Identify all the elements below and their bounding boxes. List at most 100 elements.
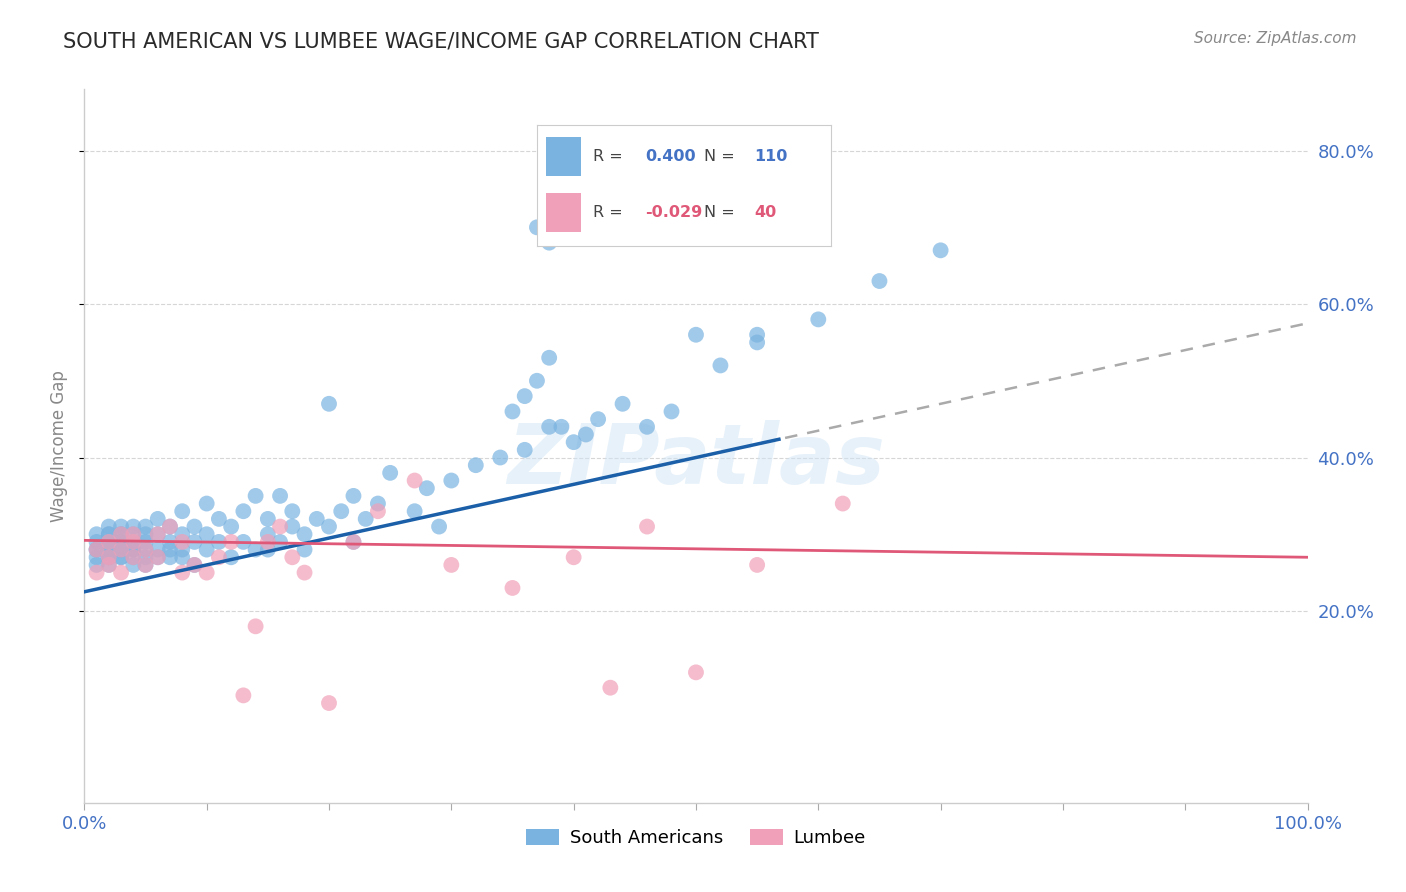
Point [281, 550, 304, 565]
Point [86, 542, 108, 557]
Point [661, 404, 683, 418]
Point [172, 535, 194, 549]
Point [562, 550, 585, 565]
Point [110, 535, 132, 549]
Point [747, 327, 769, 342]
Point [380, 466, 402, 480]
Point [183, 519, 205, 533]
Point [489, 450, 512, 465]
Point [110, 527, 132, 541]
Point [538, 235, 561, 250]
Point [612, 397, 634, 411]
Point [318, 696, 340, 710]
Point [86, 558, 108, 572]
Point [195, 527, 218, 541]
Point [183, 558, 205, 572]
Point [135, 542, 157, 557]
Point [502, 404, 524, 418]
Point [257, 527, 280, 541]
Point [208, 512, 231, 526]
Point [807, 312, 830, 326]
Point [135, 550, 157, 565]
Point [599, 681, 621, 695]
Point [562, 212, 585, 227]
Point [135, 535, 157, 549]
Point [110, 566, 132, 580]
Point [86, 542, 108, 557]
Point [208, 535, 231, 549]
Point [685, 327, 707, 342]
Point [110, 527, 132, 541]
Point [110, 542, 132, 557]
Point [342, 535, 364, 549]
Point [257, 512, 280, 526]
Point [294, 566, 316, 580]
Point [97, 535, 120, 549]
Point [97, 519, 120, 533]
Text: ZIPatlas: ZIPatlas [508, 420, 884, 500]
Point [257, 542, 280, 557]
Point [232, 689, 254, 703]
Point [135, 527, 157, 541]
Point [146, 542, 169, 557]
Point [330, 504, 353, 518]
Point [440, 558, 463, 572]
Point [294, 542, 316, 557]
Point [146, 512, 169, 526]
Point [146, 527, 169, 541]
Point [146, 527, 169, 541]
Point [110, 535, 132, 549]
Point [342, 489, 364, 503]
Point [257, 535, 280, 549]
Point [172, 566, 194, 580]
Point [513, 389, 536, 403]
Point [318, 519, 340, 533]
Point [159, 519, 181, 533]
Point [86, 527, 108, 541]
Point [636, 519, 658, 533]
Point [159, 542, 181, 557]
Point [110, 550, 132, 565]
Point [219, 519, 242, 533]
Y-axis label: Wage/Income Gap: Wage/Income Gap [51, 370, 69, 522]
Point [97, 558, 120, 572]
Point [97, 550, 120, 565]
Point [562, 435, 585, 450]
Point [97, 527, 120, 541]
Point [122, 542, 145, 557]
Point [232, 504, 254, 518]
Point [97, 558, 120, 572]
Point [159, 519, 181, 533]
Point [195, 566, 218, 580]
Point [172, 527, 194, 541]
Point [122, 519, 145, 533]
Point [195, 497, 218, 511]
Point [245, 542, 267, 557]
Point [135, 558, 157, 572]
Point [575, 427, 598, 442]
Point [269, 519, 291, 533]
Point [586, 412, 609, 426]
Point [526, 220, 548, 235]
Point [538, 419, 561, 434]
Point [97, 535, 120, 549]
Point [747, 558, 769, 572]
Point [122, 550, 145, 565]
Point [97, 535, 120, 549]
Point [636, 419, 658, 434]
Point [122, 558, 145, 572]
Point [281, 519, 304, 533]
Point [550, 419, 572, 434]
Text: SOUTH AMERICAN VS LUMBEE WAGE/INCOME GAP CORRELATION CHART: SOUTH AMERICAN VS LUMBEE WAGE/INCOME GAP… [63, 31, 820, 51]
Point [97, 550, 120, 565]
Point [122, 527, 145, 541]
Point [135, 519, 157, 533]
Point [97, 527, 120, 541]
Point [416, 481, 439, 495]
Point [195, 542, 218, 557]
Point [831, 497, 853, 511]
Point [869, 274, 891, 288]
Point [183, 535, 205, 549]
Point [526, 374, 548, 388]
Point [502, 581, 524, 595]
